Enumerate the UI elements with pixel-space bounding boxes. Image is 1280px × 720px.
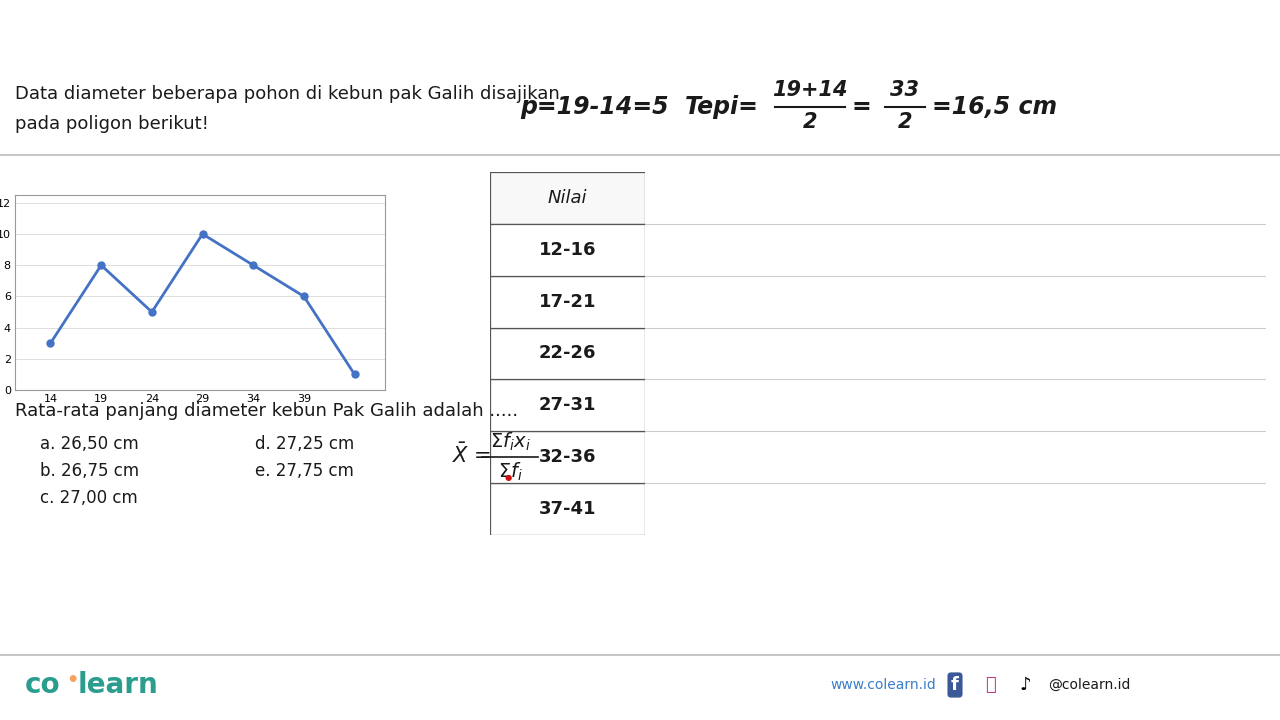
Text: 27-31: 27-31 — [539, 396, 596, 414]
Text: 33: 33 — [891, 80, 919, 100]
Text: 17-21: 17-21 — [539, 292, 596, 310]
Text: ⓞ: ⓞ — [984, 676, 996, 694]
Text: pada poligon berikut!: pada poligon berikut! — [15, 115, 209, 133]
Text: •: • — [67, 670, 78, 690]
FancyBboxPatch shape — [490, 328, 645, 379]
Text: c. 27,00 cm: c. 27,00 cm — [40, 489, 138, 507]
Text: 22-26: 22-26 — [539, 344, 596, 362]
Text: 2: 2 — [803, 112, 817, 132]
Text: Tepi=: Tepi= — [685, 95, 759, 119]
Text: 2: 2 — [897, 112, 913, 132]
Text: b. 26,75 cm: b. 26,75 cm — [40, 462, 140, 480]
Text: learn: learn — [78, 671, 159, 699]
Text: a. 26,50 cm: a. 26,50 cm — [40, 435, 138, 453]
Text: $\bar{X}$ =: $\bar{X}$ = — [452, 443, 493, 467]
Text: 32-36: 32-36 — [539, 449, 596, 467]
Text: $\Sigma f_i$: $\Sigma f_i$ — [498, 461, 522, 483]
Text: =: = — [852, 95, 872, 119]
Text: 37-41: 37-41 — [539, 500, 596, 518]
FancyBboxPatch shape — [490, 483, 645, 535]
Text: @colearn.id: @colearn.id — [1048, 678, 1130, 692]
Text: Nilai: Nilai — [548, 189, 588, 207]
Text: Rata-rata panjang diameter kebun Pak Galih adalah .....: Rata-rata panjang diameter kebun Pak Gal… — [15, 402, 518, 420]
FancyBboxPatch shape — [490, 276, 645, 328]
Text: co: co — [26, 671, 60, 699]
FancyBboxPatch shape — [490, 379, 645, 431]
Text: 12-16: 12-16 — [539, 240, 596, 258]
Text: ●: ● — [504, 473, 512, 482]
Text: $\Sigma f_i x_i$: $\Sigma f_i x_i$ — [490, 431, 530, 453]
FancyBboxPatch shape — [490, 431, 645, 483]
Text: e. 27,75 cm: e. 27,75 cm — [255, 462, 353, 480]
Text: d. 27,25 cm: d. 27,25 cm — [255, 435, 355, 453]
Text: 19+14: 19+14 — [772, 80, 847, 100]
FancyBboxPatch shape — [490, 224, 645, 276]
Text: p=19-14=5: p=19-14=5 — [520, 95, 668, 119]
Text: Data diameter beberapa pohon di kebun pak Galih disajikan: Data diameter beberapa pohon di kebun pa… — [15, 85, 559, 103]
Text: ♪: ♪ — [1019, 676, 1030, 694]
Text: www.colearn.id: www.colearn.id — [829, 678, 936, 692]
Text: =16,5 cm: =16,5 cm — [932, 95, 1057, 119]
FancyBboxPatch shape — [490, 172, 645, 224]
Text: f: f — [951, 676, 959, 694]
